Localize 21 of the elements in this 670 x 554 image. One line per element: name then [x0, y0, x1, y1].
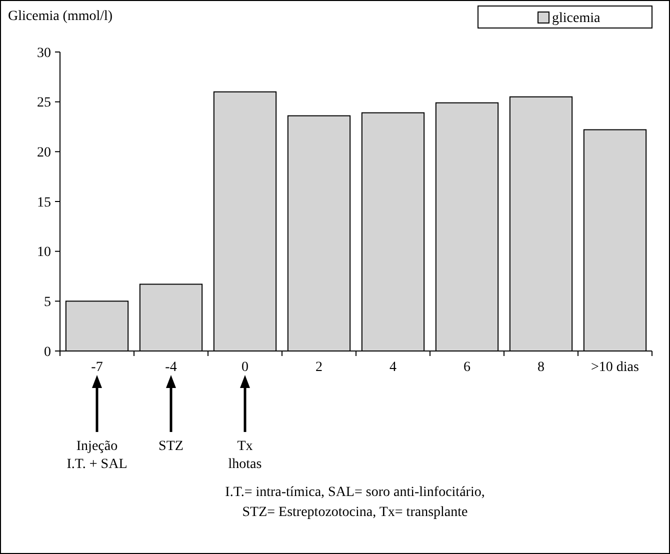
y-tick-label: 5 — [44, 295, 51, 310]
x-tick-label: 6 — [464, 360, 470, 375]
x-tick-label: 4 — [390, 360, 396, 375]
text: I.T.= intra-tímica, SAL= soro anti-linfocitário, STZ= Estreptozotocina, Tx= transplante — [225, 485, 485, 520]
y-tick-label: 0 — [44, 344, 51, 360]
x-tick-label: -4 — [165, 360, 177, 375]
x-tick-label: >10 dias — [591, 360, 639, 375]
x-tick-label: 8 — [538, 360, 544, 375]
legend-label: glicemia — [552, 11, 601, 26]
y-tick-label: 15 — [37, 195, 51, 210]
text: STZ — [158, 439, 184, 454]
text: Tx lhotas — [228, 439, 262, 472]
text: Injeção I.T. + SAL — [66, 439, 128, 472]
x-tick-label: -7 — [91, 360, 103, 375]
y-tick-label: 20 — [37, 146, 51, 161]
x-tick-label: 2 — [316, 360, 322, 375]
y-axis-title: Glicemia (mmol/l) — [8, 9, 113, 24]
y-tick-label: 30 — [37, 46, 51, 61]
y-tick-label: 25 — [37, 96, 51, 111]
x-tick-label: 0 — [242, 360, 248, 375]
y-tick-label: 10 — [37, 245, 51, 260]
